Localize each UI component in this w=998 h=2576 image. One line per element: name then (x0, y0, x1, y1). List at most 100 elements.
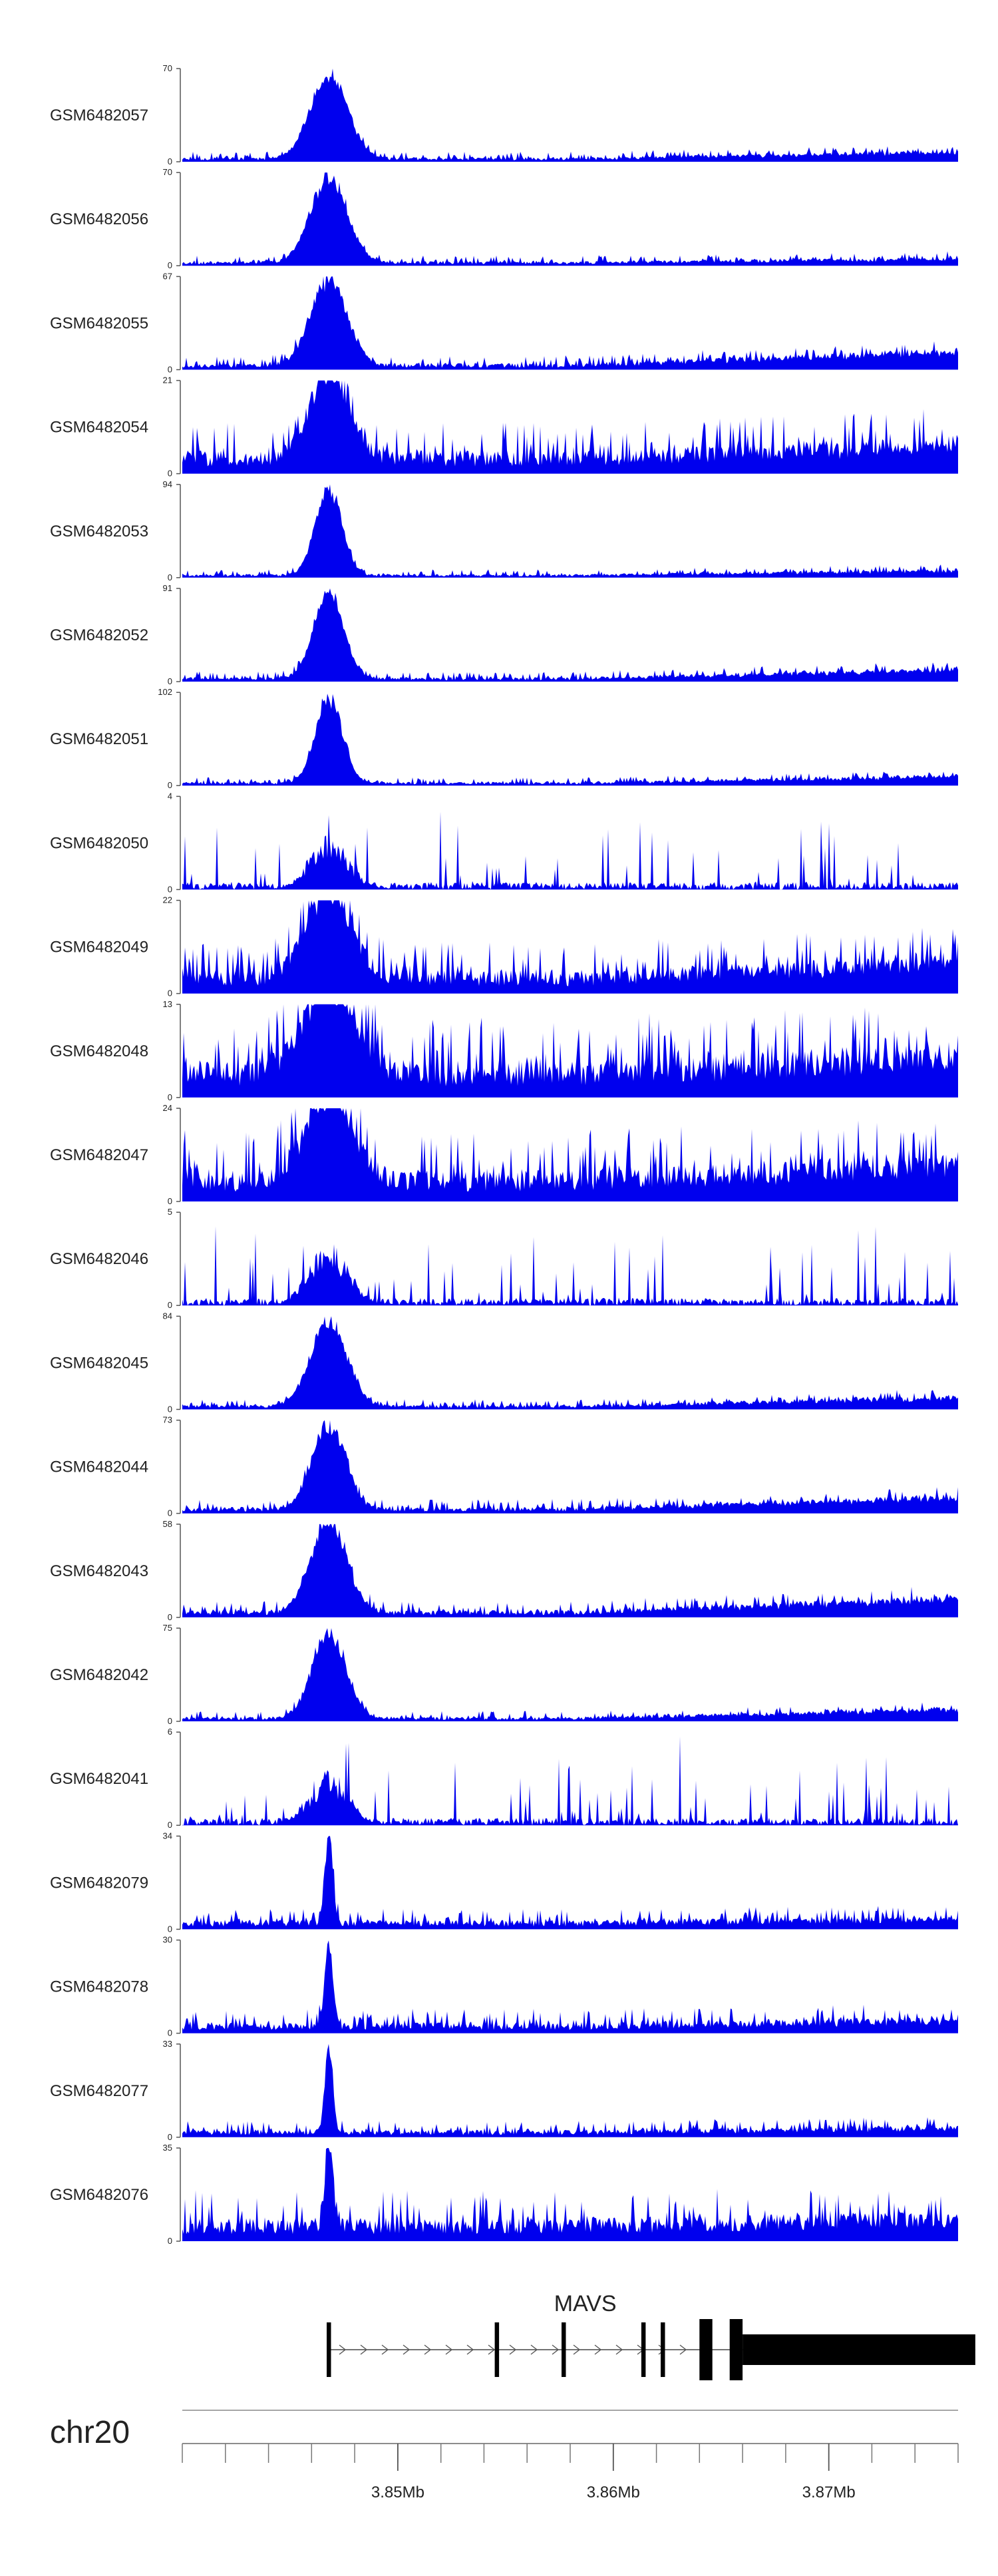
track-signal-area (182, 1004, 958, 1098)
track-ymax-label: 13 (163, 999, 172, 1009)
gene-exon (641, 2322, 646, 2377)
strand-arrow-icon (466, 2344, 474, 2355)
track-signal-area (182, 1940, 958, 2034)
genome-axis-track: chr20 3.85Mb 3.86Mb 3.87Mb (50, 2410, 959, 2501)
track-ymin-label: 0 (168, 2028, 172, 2038)
track-ymax-label: 34 (163, 1830, 172, 1840)
track-ymin-label: 0 (168, 1612, 172, 1622)
track-signal-area (182, 172, 958, 266)
track-signal-area (182, 1420, 958, 1514)
track-label: GSM6482043 (50, 1562, 148, 1580)
genome-coordinate-label: 3.85Mb (371, 2483, 424, 2501)
strand-arrow-icon (488, 2344, 496, 2355)
track-signal-area (182, 2148, 958, 2241)
track-GSM6482041: GSM6482041 6 0 (50, 1727, 958, 1830)
track-GSM6482047: GSM6482047 24 0 (50, 1103, 958, 1206)
track-signal-area (182, 69, 958, 162)
chromosome-label: chr20 (50, 2415, 130, 2450)
track-ymax-label: 75 (163, 1623, 172, 1633)
gene-exon (661, 2322, 665, 2377)
track-signal-area (182, 1628, 958, 1721)
strand-arrow-icon (360, 2344, 368, 2355)
track-signal-area (182, 1316, 958, 1410)
track-ymin-label: 0 (168, 1404, 172, 1414)
track-ymax-label: 67 (163, 271, 172, 281)
track-ymin-label: 0 (168, 1820, 172, 1830)
track-label: GSM6482052 (50, 626, 148, 644)
strand-arrow-icon (381, 2344, 389, 2355)
track-GSM6482078: GSM6482078 30 0 (50, 1935, 958, 2038)
strand-arrow-icon (445, 2344, 453, 2355)
track-ymax-label: 30 (163, 1935, 172, 1945)
track-signal-area (182, 484, 958, 578)
track-ymin-label: 0 (168, 988, 172, 998)
gene-exon (494, 2322, 500, 2377)
track-label: GSM6482079 (50, 1874, 148, 1892)
track-label: GSM6482047 (50, 1146, 148, 1164)
track-GSM6482057: GSM6482057 70 0 (50, 63, 958, 166)
track-label: GSM6482050 (50, 834, 148, 852)
track-label: GSM6482056 (50, 210, 148, 228)
track-ymax-label: 33 (163, 2039, 172, 2049)
track-ymax-label: 6 (168, 1727, 172, 1737)
track-signal-area (182, 1736, 958, 1826)
track-GSM6482051: GSM6482051 102 0 (50, 687, 958, 790)
track-GSM6482055: GSM6482055 67 0 (50, 271, 958, 374)
track-ymax-label: 73 (163, 1415, 172, 1425)
strand-arrow-icon (530, 2344, 538, 2355)
track-label: GSM6482057 (50, 107, 148, 124)
track-ymin-label: 0 (168, 884, 172, 894)
track-ymin-label: 0 (168, 1092, 172, 1102)
track-GSM6482077: GSM6482077 33 0 (50, 2039, 958, 2142)
track-signal-area (182, 1524, 958, 1617)
track-ymin-label: 0 (168, 364, 172, 374)
gene-annotation-track: MAVS (327, 2291, 975, 2380)
strand-arrow-icon (403, 2344, 411, 2355)
strand-arrow-icon (573, 2344, 581, 2355)
strand-arrow-icon (424, 2344, 432, 2355)
track-GSM6482048: GSM6482048 13 0 (50, 999, 958, 1102)
track-ymin-label: 0 (168, 780, 172, 790)
track-signal-area (182, 811, 958, 890)
track-signal-area (182, 2043, 958, 2137)
track-label: GSM6482054 (50, 419, 148, 437)
track-signal-area (182, 1108, 958, 1201)
genome-coordinate-label: 3.86Mb (587, 2483, 640, 2501)
track-ymax-label: 22 (163, 895, 172, 905)
track-signal-area (182, 900, 958, 994)
gene-exon (562, 2322, 566, 2377)
track-ymax-label: 102 (158, 687, 172, 697)
track-label: GSM6482051 (50, 730, 148, 748)
gene-exon (327, 2322, 331, 2377)
track-ymin-label: 0 (168, 1508, 172, 1518)
strand-arrow-icon (679, 2344, 687, 2355)
track-label: GSM6482041 (50, 1770, 148, 1788)
track-ymin-label: 0 (168, 1716, 172, 1726)
track-GSM6482052: GSM6482052 91 0 (50, 583, 958, 686)
track-signal-area (182, 588, 958, 682)
track-label: GSM6482049 (50, 939, 148, 957)
gene-exon (729, 2319, 743, 2380)
strand-arrow-icon (339, 2344, 347, 2355)
track-GSM6482076: GSM6482076 35 0 (50, 2143, 958, 2246)
track-ymax-label: 91 (163, 583, 172, 593)
track-label: GSM6482076 (50, 2186, 148, 2204)
track-label: GSM6482078 (50, 1978, 148, 1996)
track-signal-area (182, 1836, 958, 1930)
track-label: GSM6482053 (50, 523, 148, 540)
track-label: GSM6482044 (50, 1458, 148, 1476)
track-ymax-label: 5 (168, 1207, 172, 1217)
track-signal-area (182, 276, 958, 370)
track-ymax-label: 4 (168, 791, 172, 801)
gene-utr-block (743, 2334, 975, 2365)
track-label: GSM6482045 (50, 1354, 148, 1372)
track-ymin-label: 0 (168, 156, 172, 166)
track-ymax-label: 35 (163, 2143, 172, 2153)
track-GSM6482053: GSM6482053 94 0 (50, 479, 958, 582)
track-label: GSM6482048 (50, 1042, 148, 1060)
track-ymin-label: 0 (168, 260, 172, 270)
track-label: GSM6482046 (50, 1250, 148, 1268)
track-GSM6482044: GSM6482044 73 0 (50, 1415, 958, 1518)
track-ymin-label: 0 (168, 676, 172, 686)
